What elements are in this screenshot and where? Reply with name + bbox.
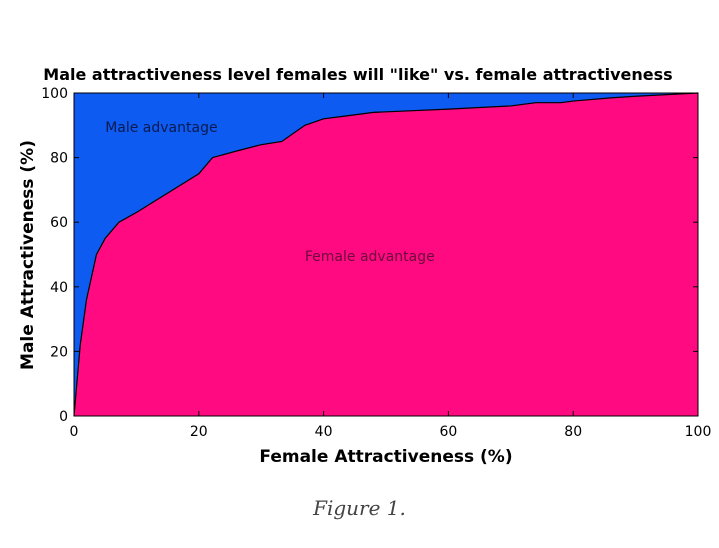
boundary-line bbox=[73, 92, 699, 417]
x-tick-label: 0 bbox=[70, 424, 79, 440]
plot-frame bbox=[73, 92, 699, 417]
female-advantage-label: Female advantage bbox=[305, 249, 435, 265]
x-tick-label: 60 bbox=[439, 424, 457, 440]
x-tick-label: 80 bbox=[564, 424, 582, 440]
y-tick-label: 80 bbox=[50, 151, 68, 167]
male-advantage-label: Male advantage bbox=[105, 120, 217, 136]
x-axis-label: Female Attractiveness (%) bbox=[259, 447, 512, 467]
x-tick-label: 100 bbox=[685, 424, 712, 440]
y-tick-label: 0 bbox=[59, 409, 68, 425]
x-tick-label: 20 bbox=[190, 424, 208, 440]
y-axis: 0 20 40 60 80 100 bbox=[41, 86, 698, 425]
x-axis: 0 20 40 60 80 100 bbox=[70, 93, 712, 440]
y-tick-label: 100 bbox=[41, 86, 68, 102]
plot-area-female-region bbox=[74, 93, 698, 416]
chart-title: Male attractiveness level females will "… bbox=[43, 65, 672, 84]
x-tick-label: 40 bbox=[315, 424, 333, 440]
y-tick-label: 40 bbox=[50, 280, 68, 296]
chart: Male attractiveness level females will "… bbox=[18, 65, 712, 467]
y-axis-label: Male Attractiveness (%) bbox=[18, 140, 38, 370]
figure-caption: Figure 1. bbox=[313, 496, 406, 520]
y-tick-label: 60 bbox=[50, 215, 68, 231]
y-tick-label: 20 bbox=[50, 344, 68, 360]
